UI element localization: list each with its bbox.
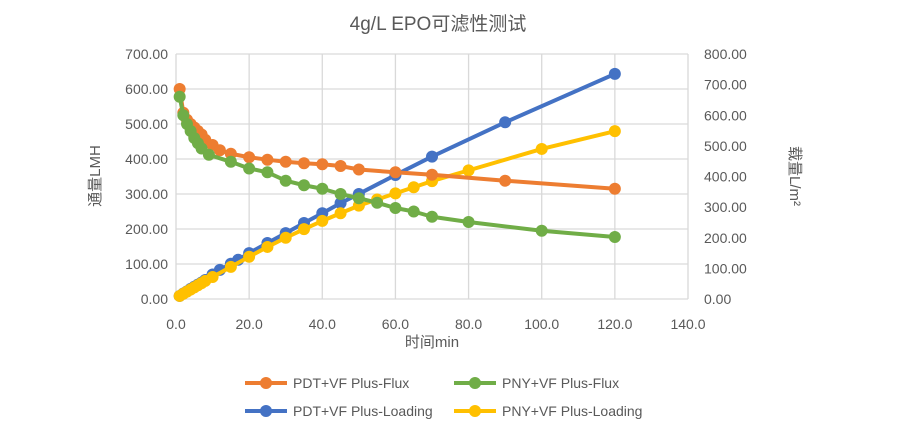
- legend-label: PDT+VF Plus-Flux: [293, 375, 409, 391]
- data-point: [224, 260, 237, 273]
- data-point: [261, 240, 274, 253]
- data-point: [462, 216, 475, 228]
- data-point: [202, 148, 215, 161]
- x-tick-label: 80.0: [455, 316, 482, 332]
- y-tick-label: 500.00: [125, 116, 168, 132]
- data-point: [334, 160, 347, 172]
- x-tick-label: 100.0: [524, 316, 559, 332]
- legend-item: PNY+VF Plus-Loading: [454, 403, 642, 419]
- data-point: [206, 270, 219, 283]
- data-point: [389, 202, 402, 214]
- data-point: [334, 197, 347, 210]
- data-point: [334, 207, 347, 220]
- x-tick-label: 140.0: [670, 316, 705, 332]
- legend-item: PNY+VF Plus-Flux: [454, 375, 619, 391]
- data-point: [535, 224, 548, 237]
- y-tick-label: 600.00: [125, 81, 168, 97]
- x-tick-label: 60.0: [382, 316, 409, 332]
- data-point: [316, 158, 329, 171]
- y2-tick-label: 500.00: [704, 138, 747, 154]
- data-point: [352, 163, 365, 176]
- y2-tick-label: 800.00: [704, 46, 747, 62]
- y2-tick-label: 0.00: [704, 291, 731, 307]
- data-point: [334, 188, 347, 200]
- data-point: [316, 182, 329, 195]
- data-point: [608, 125, 621, 138]
- y-tick-label: 100.00: [125, 256, 168, 272]
- data-point: [389, 166, 402, 179]
- data-point: [407, 205, 420, 218]
- y2-tick-label: 700.00: [704, 77, 747, 93]
- y2-tick-label: 600.00: [704, 107, 747, 123]
- data-point: [243, 162, 256, 175]
- data-point: [298, 223, 310, 236]
- data-point: [298, 179, 310, 192]
- y2-tick-label: 300.00: [704, 199, 747, 215]
- data-point: [352, 192, 365, 205]
- legend-marker: [469, 405, 481, 417]
- data-point: [243, 151, 256, 164]
- y-tick-label: 200.00: [125, 221, 168, 237]
- y-tick-label: 0.00: [141, 291, 168, 307]
- y2-tick-label: 100.00: [704, 260, 747, 276]
- legend-item: PDT+VF Plus-Flux: [245, 375, 409, 391]
- data-point: [279, 231, 292, 244]
- legend-marker: [469, 377, 481, 389]
- y-axis-label: 通量LMH: [87, 145, 104, 207]
- data-point: [499, 174, 512, 187]
- data-point: [608, 182, 621, 195]
- data-point: [608, 231, 621, 244]
- legend-item: PDT+VF Plus-Loading: [245, 403, 433, 419]
- data-point: [224, 155, 237, 168]
- data-point: [426, 168, 438, 181]
- y-tick-label: 300.00: [125, 186, 168, 202]
- data-point: [213, 144, 226, 157]
- data-point: [535, 142, 548, 155]
- legend-label: PDT+VF Plus-Loading: [293, 403, 433, 419]
- data-point: [261, 153, 274, 166]
- y-tick-label: 400.00: [125, 151, 168, 167]
- data-point: [298, 157, 310, 170]
- data-point: [426, 150, 438, 163]
- legend-label: PNY+VF Plus-Flux: [502, 375, 619, 391]
- x-tick-label: 40.0: [309, 316, 336, 332]
- data-point: [173, 90, 186, 103]
- y2-axis-label: 载量L/m²: [786, 146, 803, 206]
- data-point: [426, 210, 438, 223]
- legend-label: PNY+VF Plus-Loading: [502, 403, 642, 419]
- data-point: [279, 174, 292, 187]
- legend-marker: [260, 405, 272, 417]
- data-point: [261, 166, 274, 179]
- x-tick-label: 0.0: [166, 316, 186, 332]
- data-point: [371, 196, 384, 209]
- chart-title: 4g/L EPO可滤性测试: [350, 13, 527, 35]
- data-point: [279, 155, 292, 168]
- y2-tick-label: 400.00: [704, 169, 747, 185]
- data-point: [608, 67, 621, 80]
- legend-marker: [260, 377, 272, 389]
- x-tick-label: 20.0: [236, 316, 263, 332]
- data-point: [389, 187, 402, 200]
- x-tick-label: 120.0: [597, 316, 632, 332]
- x-axis-label: 时间min: [405, 334, 459, 351]
- data-point: [462, 164, 475, 177]
- data-point: [243, 250, 256, 263]
- y-tick-label: 700.00: [125, 46, 168, 62]
- data-point: [499, 116, 512, 129]
- data-point: [407, 181, 420, 194]
- data-point: [316, 214, 329, 227]
- y2-tick-label: 200.00: [704, 230, 747, 246]
